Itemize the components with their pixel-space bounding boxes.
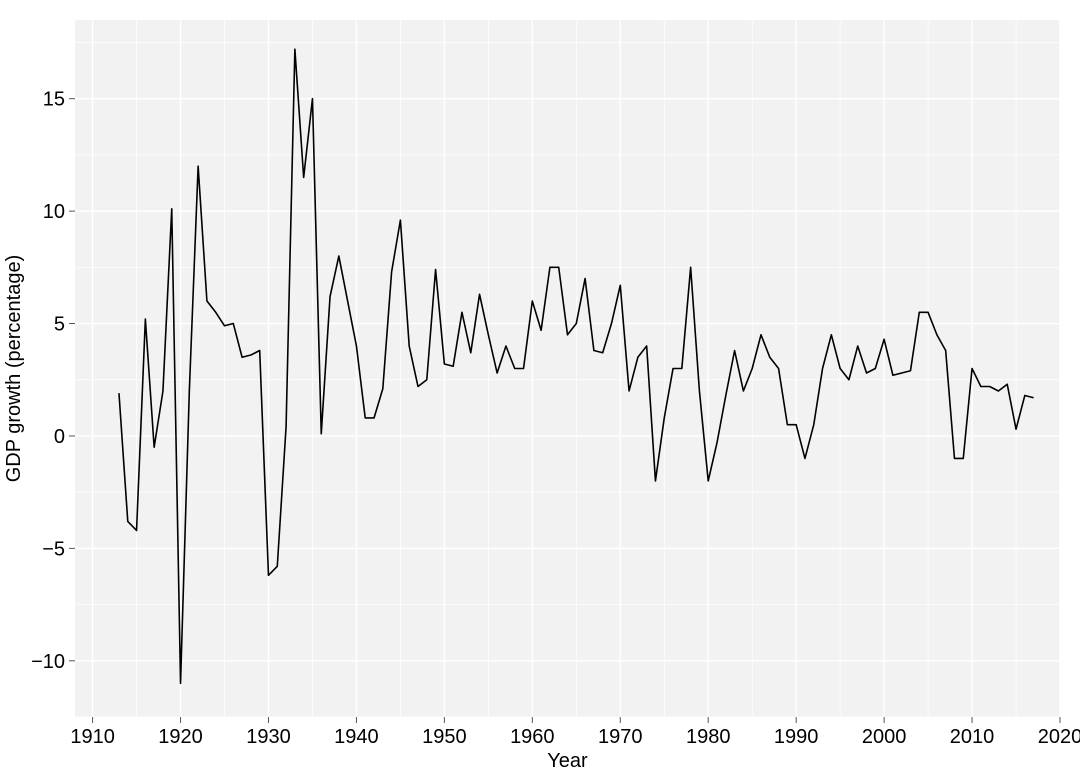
x-tick-label: 2020	[1038, 726, 1080, 748]
x-tick-label: 1910	[70, 726, 115, 748]
x-axis-label: Year	[547, 750, 588, 772]
plot-panel	[75, 20, 1060, 717]
x-tick-label: 2000	[862, 726, 907, 748]
y-axis-label: GDP growth (percentage)	[3, 255, 25, 483]
y-tick-label: 10	[43, 201, 65, 223]
x-tick-label: 1920	[158, 726, 203, 748]
x-tick-label: 2010	[950, 726, 995, 748]
x-tick-label: 1980	[686, 726, 731, 748]
x-tick-label: 1960	[510, 726, 555, 748]
y-tick-label: 15	[43, 89, 65, 111]
x-tick-label: 1940	[334, 726, 379, 748]
x-tick-label: 1990	[774, 726, 819, 748]
gdp-growth-chart: 1910 1920 1930 1940 1950 1960 1970 1980 1990 2000…	[0, 0, 1080, 782]
y-tick-label: 5	[54, 314, 65, 336]
y-tick-label: −5	[42, 538, 65, 560]
y-tick-label: 0	[54, 426, 65, 448]
y-tick-label: −10	[31, 651, 65, 673]
x-tick-label: 1970	[598, 726, 643, 748]
x-tick-label: 1930	[246, 726, 291, 748]
chart-svg: 1910 1920 1930 1940 1950 1960 1970 1980 1990 2000…	[0, 0, 1080, 782]
x-tick-label: 1950	[422, 726, 467, 748]
